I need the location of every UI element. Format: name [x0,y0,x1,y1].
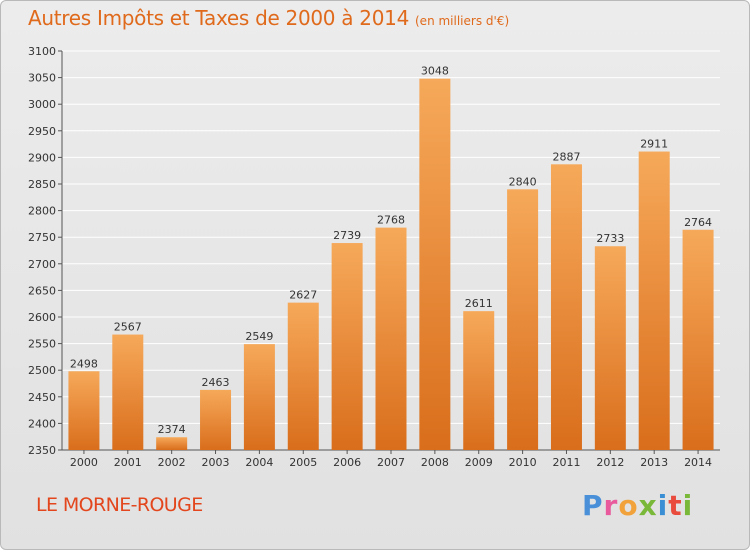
y-tick-label: 3050 [28,72,56,85]
bar-2004 [243,344,275,450]
value-label-2014: 2764 [684,216,712,229]
y-tick-label: 3000 [28,98,56,111]
logo-letter: x [638,489,658,522]
bar-2014 [682,229,714,450]
value-label-2002: 2374 [158,423,186,436]
x-tick-label-2005: 2005 [289,456,317,469]
x-tick-label-2003: 2003 [202,456,230,469]
bar-2000 [68,371,100,450]
bar-2011 [550,164,582,451]
y-tick-label: 2850 [28,178,56,191]
x-tick-labels: 2000 2001 2002 2003 2004 2005 2006 2007 2008 2009… [70,456,712,469]
logo-letter: t [668,489,683,522]
value-label-2013: 2911 [640,138,668,151]
x-tick-label-2001: 2001 [114,456,142,469]
y-tick-label: 2950 [28,125,56,138]
bar-2001 [112,334,144,450]
y-tick-label: 2500 [28,364,56,377]
bar-2006 [331,243,363,450]
chart-unit-label: (en milliers d'€) [415,14,510,28]
value-label-2011: 2887 [552,150,580,163]
value-label-2009: 2611 [465,297,493,310]
bar-2012 [594,246,626,450]
value-label-2001: 2567 [114,321,142,334]
value-label-2000: 2498 [70,357,98,370]
y-tick-label: 2600 [28,311,56,324]
bar-2009 [463,311,495,450]
value-label-2005: 2627 [289,289,317,302]
logo-letter: i [657,489,669,522]
chart-title-text: Autres Impôts et Taxes de 2000 à 2014 [28,6,409,30]
bar-2003 [200,389,232,450]
logo-letter: P [582,489,604,522]
value-label-2004: 2549 [245,330,273,343]
value-label-2012: 2733 [596,232,624,245]
value-label-2006: 2739 [333,229,361,242]
y-tick-label: 2450 [28,391,56,404]
bars [68,78,714,451]
y-tick-label: 2700 [28,258,56,271]
x-tick-label-2012: 2012 [596,456,624,469]
value-label-2010: 2840 [509,175,537,188]
y-tick-label: 2400 [28,417,56,430]
bar-2007 [375,227,407,450]
y-tick-label: 2550 [28,338,56,351]
value-label-2008: 3048 [421,65,449,78]
x-tick-label-2006: 2006 [333,456,361,469]
x-tick-label-2014: 2014 [684,456,712,469]
x-tick-label-2009: 2009 [465,456,493,469]
bar-2013 [638,151,670,450]
y-tick-label: 2750 [28,231,56,244]
x-tick-label-2002: 2002 [158,456,186,469]
x-tick-label-2004: 2004 [245,456,273,469]
logo-letter: i [682,489,694,522]
bar-2008 [419,78,451,450]
bar-2002 [156,437,188,450]
y-tick-label: 2650 [28,284,56,297]
y-tick-label: 2350 [28,444,56,457]
x-tick-label-2008: 2008 [421,456,449,469]
bar-2010 [507,189,539,450]
y-tick-labels: 2350 2400 2450 2500 2550 2600 2650 2700 2750 2800… [28,45,56,457]
y-tick-label: 2800 [28,205,56,218]
proxiti-logo[interactable]: Proxiti [582,489,693,522]
y-tick-label: 3100 [28,45,56,58]
x-tick-label-2000: 2000 [70,456,98,469]
value-labels: 2498 2567 2374 2463 2549 2627 2739 2768 3048 2611… [70,65,712,437]
x-tick-label-2010: 2010 [509,456,537,469]
logo-letter: o [618,489,639,522]
value-label-2003: 2463 [202,376,230,389]
place-name: LE MORNE-ROUGE [36,494,203,516]
value-label-2007: 2768 [377,214,405,227]
x-tick-label-2011: 2011 [552,456,580,469]
logo-letter: r [603,489,619,522]
chart-title: Autres Impôts et Taxes de 2000 à 2014 (en… [28,6,509,30]
y-tick-label: 2900 [28,151,56,164]
bar-2005 [287,302,319,450]
x-tick-label-2007: 2007 [377,456,405,469]
x-tick-label-2013: 2013 [640,456,668,469]
